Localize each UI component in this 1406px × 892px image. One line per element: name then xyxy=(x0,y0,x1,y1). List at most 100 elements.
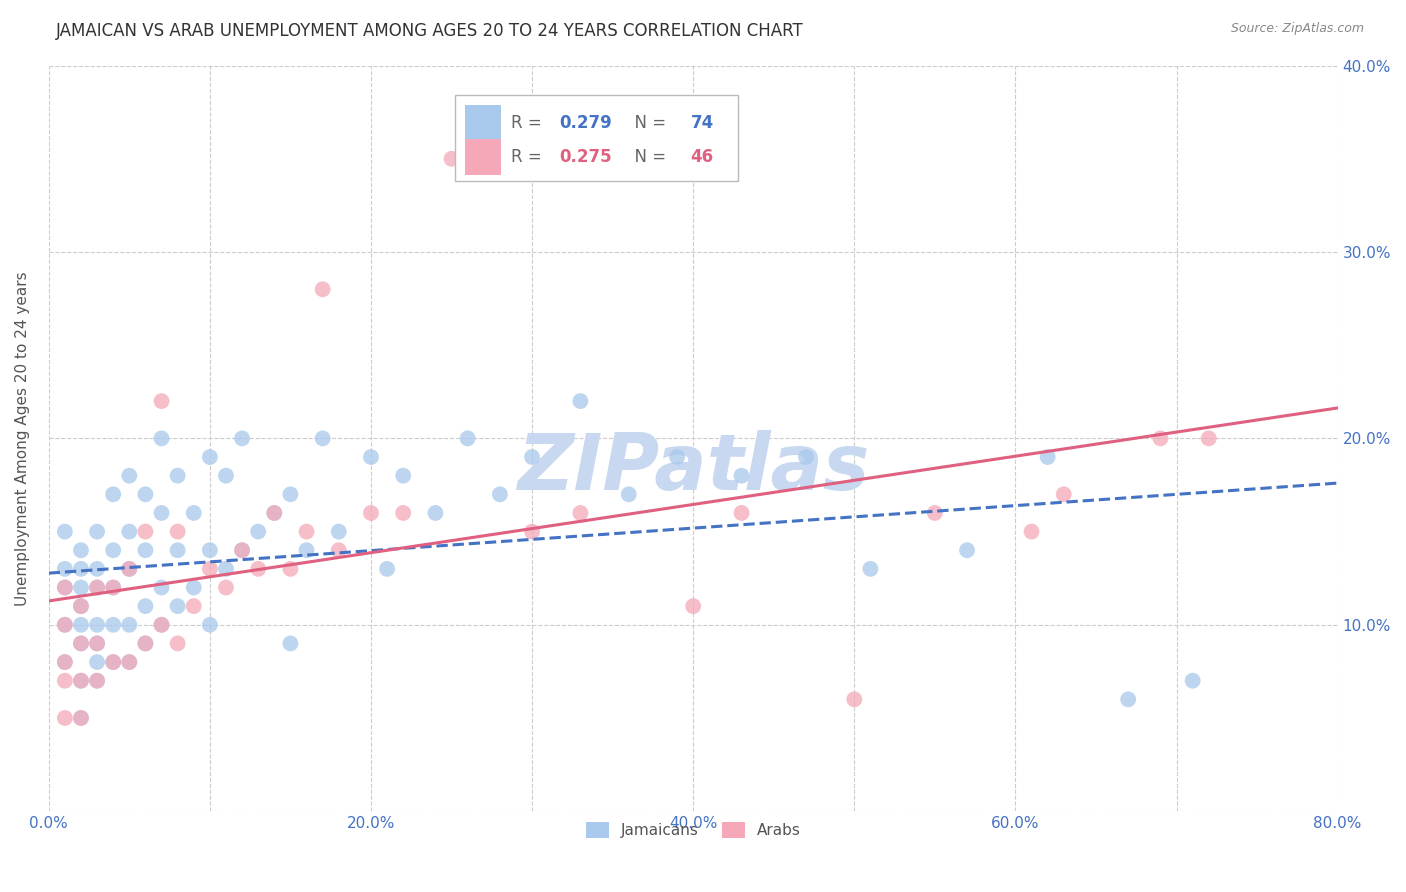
Point xyxy=(183,581,205,595)
Point xyxy=(118,524,141,539)
Point xyxy=(70,711,93,725)
Point xyxy=(86,673,108,688)
Text: ZIPatlas: ZIPatlas xyxy=(517,430,869,507)
Y-axis label: Unemployment Among Ages 20 to 24 years: Unemployment Among Ages 20 to 24 years xyxy=(15,271,30,606)
Point xyxy=(53,711,76,725)
Point xyxy=(617,487,640,501)
Point xyxy=(53,524,76,539)
Point xyxy=(70,562,93,576)
Point xyxy=(280,636,302,650)
Point xyxy=(295,543,318,558)
Point xyxy=(280,562,302,576)
Point xyxy=(166,636,188,650)
Point xyxy=(70,673,93,688)
Point xyxy=(215,468,238,483)
Point xyxy=(328,543,350,558)
Point xyxy=(198,450,221,464)
Point xyxy=(311,282,333,296)
Point xyxy=(1021,524,1043,539)
Point xyxy=(311,431,333,445)
Text: N =: N = xyxy=(624,114,671,132)
Text: 0.279: 0.279 xyxy=(560,114,612,132)
Text: N =: N = xyxy=(624,148,671,166)
Bar xyxy=(465,105,501,141)
Point xyxy=(215,581,238,595)
Point xyxy=(150,617,173,632)
Point xyxy=(794,450,817,464)
Point xyxy=(53,562,76,576)
Point xyxy=(360,506,382,520)
Point xyxy=(263,506,285,520)
Point xyxy=(166,468,188,483)
Point xyxy=(103,581,125,595)
Point xyxy=(103,487,125,501)
Point xyxy=(134,543,156,558)
Point xyxy=(198,543,221,558)
Point xyxy=(118,468,141,483)
Point xyxy=(198,617,221,632)
Point xyxy=(53,617,76,632)
Point xyxy=(53,617,76,632)
Point xyxy=(118,562,141,576)
Point xyxy=(53,655,76,669)
Point xyxy=(70,673,93,688)
Point xyxy=(86,636,108,650)
Point xyxy=(1149,431,1171,445)
Point xyxy=(666,450,689,464)
Point xyxy=(360,450,382,464)
Point xyxy=(392,506,415,520)
Point xyxy=(150,394,173,409)
Point xyxy=(150,581,173,595)
Point xyxy=(263,506,285,520)
Text: 0.275: 0.275 xyxy=(560,148,612,166)
Point xyxy=(70,599,93,614)
Point xyxy=(103,581,125,595)
Point xyxy=(183,506,205,520)
Point xyxy=(295,524,318,539)
Point xyxy=(86,655,108,669)
Point xyxy=(569,506,592,520)
FancyBboxPatch shape xyxy=(454,95,738,181)
Point xyxy=(166,599,188,614)
Point xyxy=(103,543,125,558)
Point xyxy=(70,599,93,614)
Point xyxy=(118,655,141,669)
Point xyxy=(247,562,270,576)
Point xyxy=(247,524,270,539)
Point xyxy=(489,487,512,501)
Point xyxy=(859,562,882,576)
Point xyxy=(166,543,188,558)
Point xyxy=(134,636,156,650)
Point xyxy=(457,431,479,445)
Point xyxy=(1036,450,1059,464)
Text: 74: 74 xyxy=(690,114,714,132)
Point xyxy=(134,524,156,539)
Text: JAMAICAN VS ARAB UNEMPLOYMENT AMONG AGES 20 TO 24 YEARS CORRELATION CHART: JAMAICAN VS ARAB UNEMPLOYMENT AMONG AGES… xyxy=(56,22,804,40)
Point xyxy=(70,617,93,632)
Point xyxy=(70,711,93,725)
Point xyxy=(86,581,108,595)
Text: R =: R = xyxy=(512,114,547,132)
Text: 46: 46 xyxy=(690,148,714,166)
Point xyxy=(70,543,93,558)
Text: Source: ZipAtlas.com: Source: ZipAtlas.com xyxy=(1230,22,1364,36)
Point xyxy=(86,524,108,539)
Point xyxy=(70,636,93,650)
Point xyxy=(53,581,76,595)
Point xyxy=(682,599,704,614)
Point xyxy=(150,617,173,632)
Point xyxy=(730,468,752,483)
Text: R =: R = xyxy=(512,148,547,166)
Point xyxy=(730,506,752,520)
Point xyxy=(103,617,125,632)
Point xyxy=(134,599,156,614)
Point xyxy=(86,636,108,650)
Point xyxy=(489,152,512,166)
Point xyxy=(86,617,108,632)
Point xyxy=(375,562,398,576)
Point xyxy=(569,394,592,409)
Bar xyxy=(465,139,501,175)
Point xyxy=(53,581,76,595)
Point xyxy=(118,617,141,632)
Point xyxy=(1181,673,1204,688)
